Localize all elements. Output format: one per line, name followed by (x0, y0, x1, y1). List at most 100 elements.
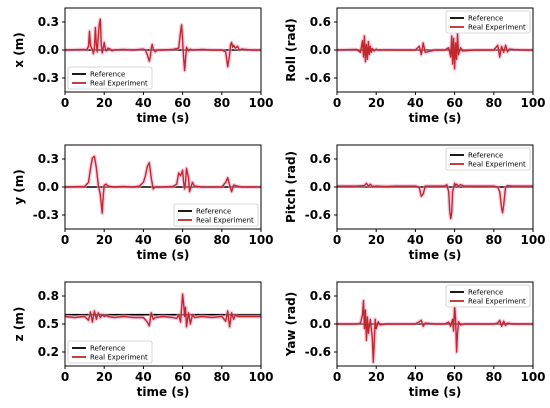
x-tick-label: 40 (407, 370, 424, 384)
legend-box (445, 10, 531, 34)
subplot-roll: 0 20 40 60 80 100 0.6 0.0 -0.6 time (s) Roll (rad)… (284, 7, 546, 125)
legend-box (67, 340, 153, 364)
series-line-real-experiment (336, 33, 533, 70)
legend-label: Reference (468, 152, 503, 160)
x-tick-label: 0 (61, 370, 69, 384)
x-tick-label: 60 (446, 370, 463, 384)
x-tick-label: 60 (174, 370, 191, 384)
x-tick-label: 60 (174, 96, 191, 110)
x-tick-label: 100 (248, 96, 273, 110)
legend-label: Real Experiment (468, 161, 526, 169)
legend-box (445, 284, 531, 308)
x-axis-label: time (s) (409, 111, 462, 125)
y-tick-label: -0.3 (33, 71, 59, 85)
x-tick-label: 0 (61, 96, 69, 110)
y-tick-label: 0.0 (310, 180, 331, 194)
legend-label: Reference (468, 289, 503, 297)
y-tick-label: -0.6 (305, 71, 331, 85)
legend-label: Reference (468, 15, 503, 23)
series-line-real-experiment (64, 155, 261, 214)
legend-label: Reference (90, 71, 125, 79)
y-axis-label: x (m) (12, 32, 26, 67)
y-tick-label: 0.3 (38, 15, 59, 29)
x-tick-label: 20 (368, 233, 385, 247)
legend-box (445, 147, 531, 171)
legend-box (173, 203, 259, 227)
x-tick-label: 80 (213, 233, 230, 247)
x-tick-label: 20 (96, 233, 113, 247)
series-line-real-experiment (337, 300, 533, 363)
x-axis-label: time (s) (137, 111, 190, 125)
x-tick-label: 20 (96, 96, 113, 110)
series-line-real-experiment (337, 182, 533, 220)
x-tick-label: 0 (333, 370, 341, 384)
y-tick-label: 0.5 (38, 317, 59, 331)
x-tick-label: 80 (485, 96, 502, 110)
series-line-real-experiment (64, 18, 261, 72)
y-tick-label: 0.2 (38, 345, 59, 359)
x-tick-label: 40 (135, 96, 152, 110)
y-tick-label: 0.6 (310, 15, 331, 29)
legend-label: Real Experiment (468, 24, 526, 32)
x-tick-label: 80 (485, 370, 502, 384)
x-tick-label: 100 (248, 370, 273, 384)
y-axis-label: z (m) (12, 307, 26, 342)
legend-label: Reference (196, 208, 231, 216)
x-tick-label: 40 (407, 233, 424, 247)
x-axis-label: time (s) (409, 248, 462, 262)
legend-box (67, 66, 153, 90)
y-axis-label: Pitch (rad) (284, 151, 298, 223)
y-tick-label: -0.3 (33, 208, 59, 222)
x-tick-label: 100 (520, 370, 545, 384)
legend-label: Real Experiment (90, 80, 148, 88)
y-tick-label: 0.0 (38, 180, 59, 194)
legend-label: Real Experiment (90, 354, 148, 362)
x-tick-label: 60 (446, 96, 463, 110)
x-tick-label: 40 (135, 370, 152, 384)
x-tick-label: 40 (135, 233, 152, 247)
x-tick-label: 0 (333, 233, 341, 247)
x-tick-label: 20 (96, 370, 113, 384)
x-tick-label: 80 (213, 370, 230, 384)
legend-label: Real Experiment (196, 217, 254, 225)
x-tick-label: 100 (248, 233, 273, 247)
y-axis-label: y (m) (12, 169, 26, 204)
x-axis-label: time (s) (409, 385, 462, 399)
x-tick-label: 0 (61, 233, 69, 247)
x-tick-label: 0 (333, 96, 341, 110)
y-tick-label: 0.6 (310, 289, 331, 303)
y-tick-label: 0.0 (310, 43, 331, 57)
x-tick-label: 60 (174, 233, 191, 247)
y-tick-label: 0.6 (310, 152, 331, 166)
series-line-real-experiment (64, 293, 261, 328)
y-tick-label: -0.6 (305, 208, 331, 222)
x-tick-label: 80 (213, 96, 230, 110)
subplot-x: 0 20 40 60 80 100 0.3 0.0 -0.3 time (s) x (m) Refer… (12, 7, 274, 125)
x-axis-label: time (s) (137, 248, 190, 262)
subplot-pitch: 0 20 40 60 80 100 0.6 0.0 -0.6 time (s) Pitch (rad… (284, 144, 546, 262)
y-tick-label: 0.8 (38, 289, 59, 303)
y-tick-label: -0.6 (305, 345, 331, 359)
x-tick-label: 100 (520, 96, 545, 110)
x-tick-label: 20 (368, 96, 385, 110)
x-tick-label: 60 (446, 233, 463, 247)
y-axis-label: Yaw (rad) (284, 292, 298, 358)
y-tick-label: 0.0 (310, 317, 331, 331)
subplot-y: 0 20 40 60 80 100 0.3 0.0 -0.3 time (s) y (m) Refer… (12, 144, 274, 262)
x-tick-label: 100 (520, 233, 545, 247)
x-tick-label: 20 (368, 370, 385, 384)
subplot-yaw: 0 20 40 60 80 100 0.6 0.0 -0.6 time (s) Yaw (rad) R… (284, 281, 546, 399)
legend-label: Real Experiment (468, 298, 526, 306)
legend-label: Reference (90, 345, 125, 353)
subplot-z: 0 20 40 60 80 100 0.8 0.5 0.2 time (s) z (m) Refere… (12, 281, 274, 399)
x-tick-label: 40 (407, 96, 424, 110)
y-tick-label: 0.0 (38, 43, 59, 57)
y-axis-label: Roll (rad) (284, 18, 298, 81)
